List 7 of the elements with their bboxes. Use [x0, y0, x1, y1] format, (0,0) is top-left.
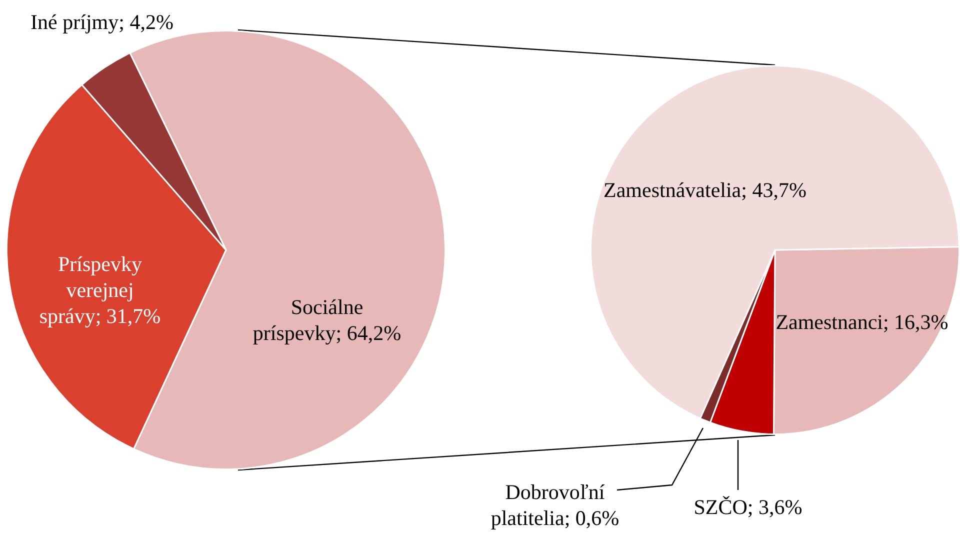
slice-label: Dobrovoľní platitelia; 0,6%	[490, 479, 620, 531]
slice-label: Zamestnanci; 16,3%	[774, 309, 950, 335]
slice-label: Sociálne príspevky; 64,2%	[252, 294, 402, 346]
slice-label: Príspevky verejnej správy; 31,7%	[38, 251, 162, 329]
slice-label: SZČO; 3,6%	[692, 494, 804, 520]
slice-label: Iné príjmy; 4,2%	[30, 9, 174, 35]
slice-label: Zamestnávatelia; 43,7%	[602, 177, 808, 203]
